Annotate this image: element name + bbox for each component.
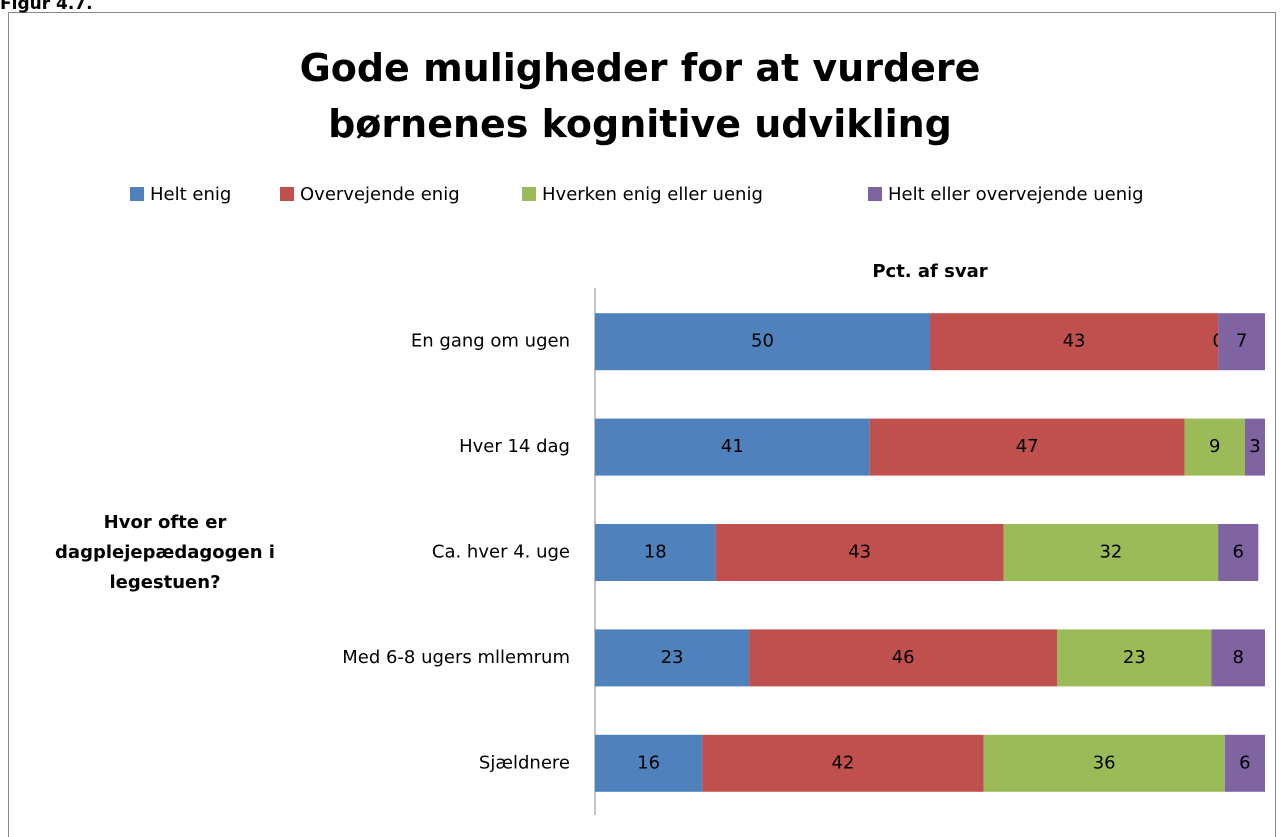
data-label: 32 [1099, 542, 1122, 563]
data-label: 18 [644, 542, 667, 563]
bar-segment [1057, 629, 1212, 687]
data-label: 16 [637, 752, 660, 773]
legend-swatch [280, 187, 294, 201]
y-tick-label: En gang om ugen [411, 331, 570, 352]
y-axis-title: Hvor ofte er dagplejepædagogen i legestu… [55, 512, 275, 593]
legend-label: Overvejende enig [300, 184, 460, 205]
bar-segment [595, 629, 750, 687]
data-label: 43 [1063, 331, 1086, 352]
y-tick-label: Hver 14 dag [459, 436, 570, 457]
data-label: 23 [1123, 647, 1146, 668]
bar-segment [1003, 524, 1219, 581]
data-label: 36 [1093, 752, 1116, 773]
bar-segment [715, 524, 1004, 581]
bar-segment [869, 418, 1185, 476]
legend-label: Hverken enig eller uenig [542, 184, 763, 205]
data-label: 50 [751, 331, 774, 352]
legend-swatch [130, 187, 144, 201]
data-label: 9 [1209, 436, 1220, 457]
x-axis-title: Pct. af svar [872, 261, 987, 282]
data-label: 7 [1236, 331, 1247, 352]
y-tick-label: Sjældnere [479, 752, 570, 773]
data-label: 3 [1249, 436, 1260, 457]
legend-swatch [868, 187, 882, 201]
bar-segment [595, 313, 930, 371]
bar-segment [983, 734, 1225, 792]
bar-segment [1211, 629, 1265, 687]
y-tick-label: Med 6-8 ugers mllemrum [342, 647, 570, 668]
bar-segment [595, 524, 716, 581]
data-label: 6 [1239, 752, 1250, 773]
data-label: 47 [1016, 436, 1039, 457]
legend-label: Helt eller overvejende uenig [888, 184, 1144, 205]
data-label: 46 [892, 647, 915, 668]
bar-segment [595, 418, 870, 476]
bar-segment [1224, 734, 1265, 792]
data-label: 8 [1232, 647, 1243, 668]
chart-frame [8, 12, 1276, 837]
data-label: 23 [661, 647, 684, 668]
legend-label: Helt enig [150, 184, 231, 205]
data-label: 41 [721, 436, 744, 457]
bar-segment [1184, 418, 1245, 476]
y-tick-label: Ca. hver 4. uge [432, 542, 570, 563]
bar-segment [930, 313, 1219, 371]
chart-title: Gode muligheder for at vurdere børnenes … [299, 46, 981, 146]
bar-segment [1218, 524, 1259, 581]
data-label: 43 [848, 542, 871, 563]
data-label: 6 [1232, 542, 1243, 563]
legend-swatch [522, 187, 536, 201]
bar-segment [702, 734, 984, 792]
data-label: 42 [831, 752, 854, 773]
figure-label: Figur 4.7. [0, 0, 93, 14]
bar-segment [1244, 418, 1265, 476]
bar-segment [595, 734, 703, 792]
bar-segment [749, 629, 1058, 687]
bar-segment [1218, 313, 1265, 371]
